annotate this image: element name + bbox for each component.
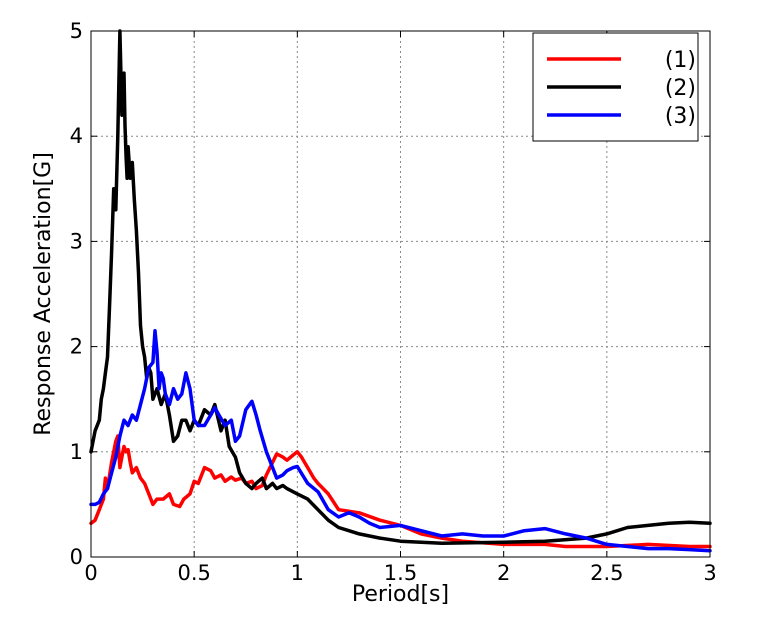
legend-label: (3) xyxy=(665,104,696,129)
legend: (1) (2) (3) xyxy=(532,32,699,142)
x-tick-label: 2 xyxy=(497,561,510,585)
y-tick-label: 5 xyxy=(70,19,83,43)
y-tick-label: 2 xyxy=(70,335,83,359)
legend-label: (1) xyxy=(665,48,696,73)
y-tick-label: 0 xyxy=(70,545,83,569)
series-line-1 xyxy=(89,434,712,549)
x-tick-label: 0 xyxy=(84,561,97,585)
x-tick-label: 3 xyxy=(703,561,716,585)
y-axis-ticks: 0 1 2 3 4 5 xyxy=(70,19,710,569)
x-tick-label: 1.5 xyxy=(384,561,417,585)
y-tick-label: 1 xyxy=(70,440,83,464)
x-axis-ticks: 0 0.5 1 1.5 2 2.5 3 xyxy=(84,31,717,585)
x-tick-label: 0.5 xyxy=(177,561,210,585)
y-axis-label: Response Acceleration[G] xyxy=(31,152,56,436)
legend-label: (2) xyxy=(665,76,696,101)
x-tick-label: 1 xyxy=(291,561,304,585)
x-tick-label: 2.5 xyxy=(590,561,623,585)
x-axis-label: Period[s] xyxy=(352,582,449,607)
series-line-3 xyxy=(89,329,712,553)
y-tick-label: 4 xyxy=(70,124,83,148)
y-tick-label: 3 xyxy=(70,229,83,253)
